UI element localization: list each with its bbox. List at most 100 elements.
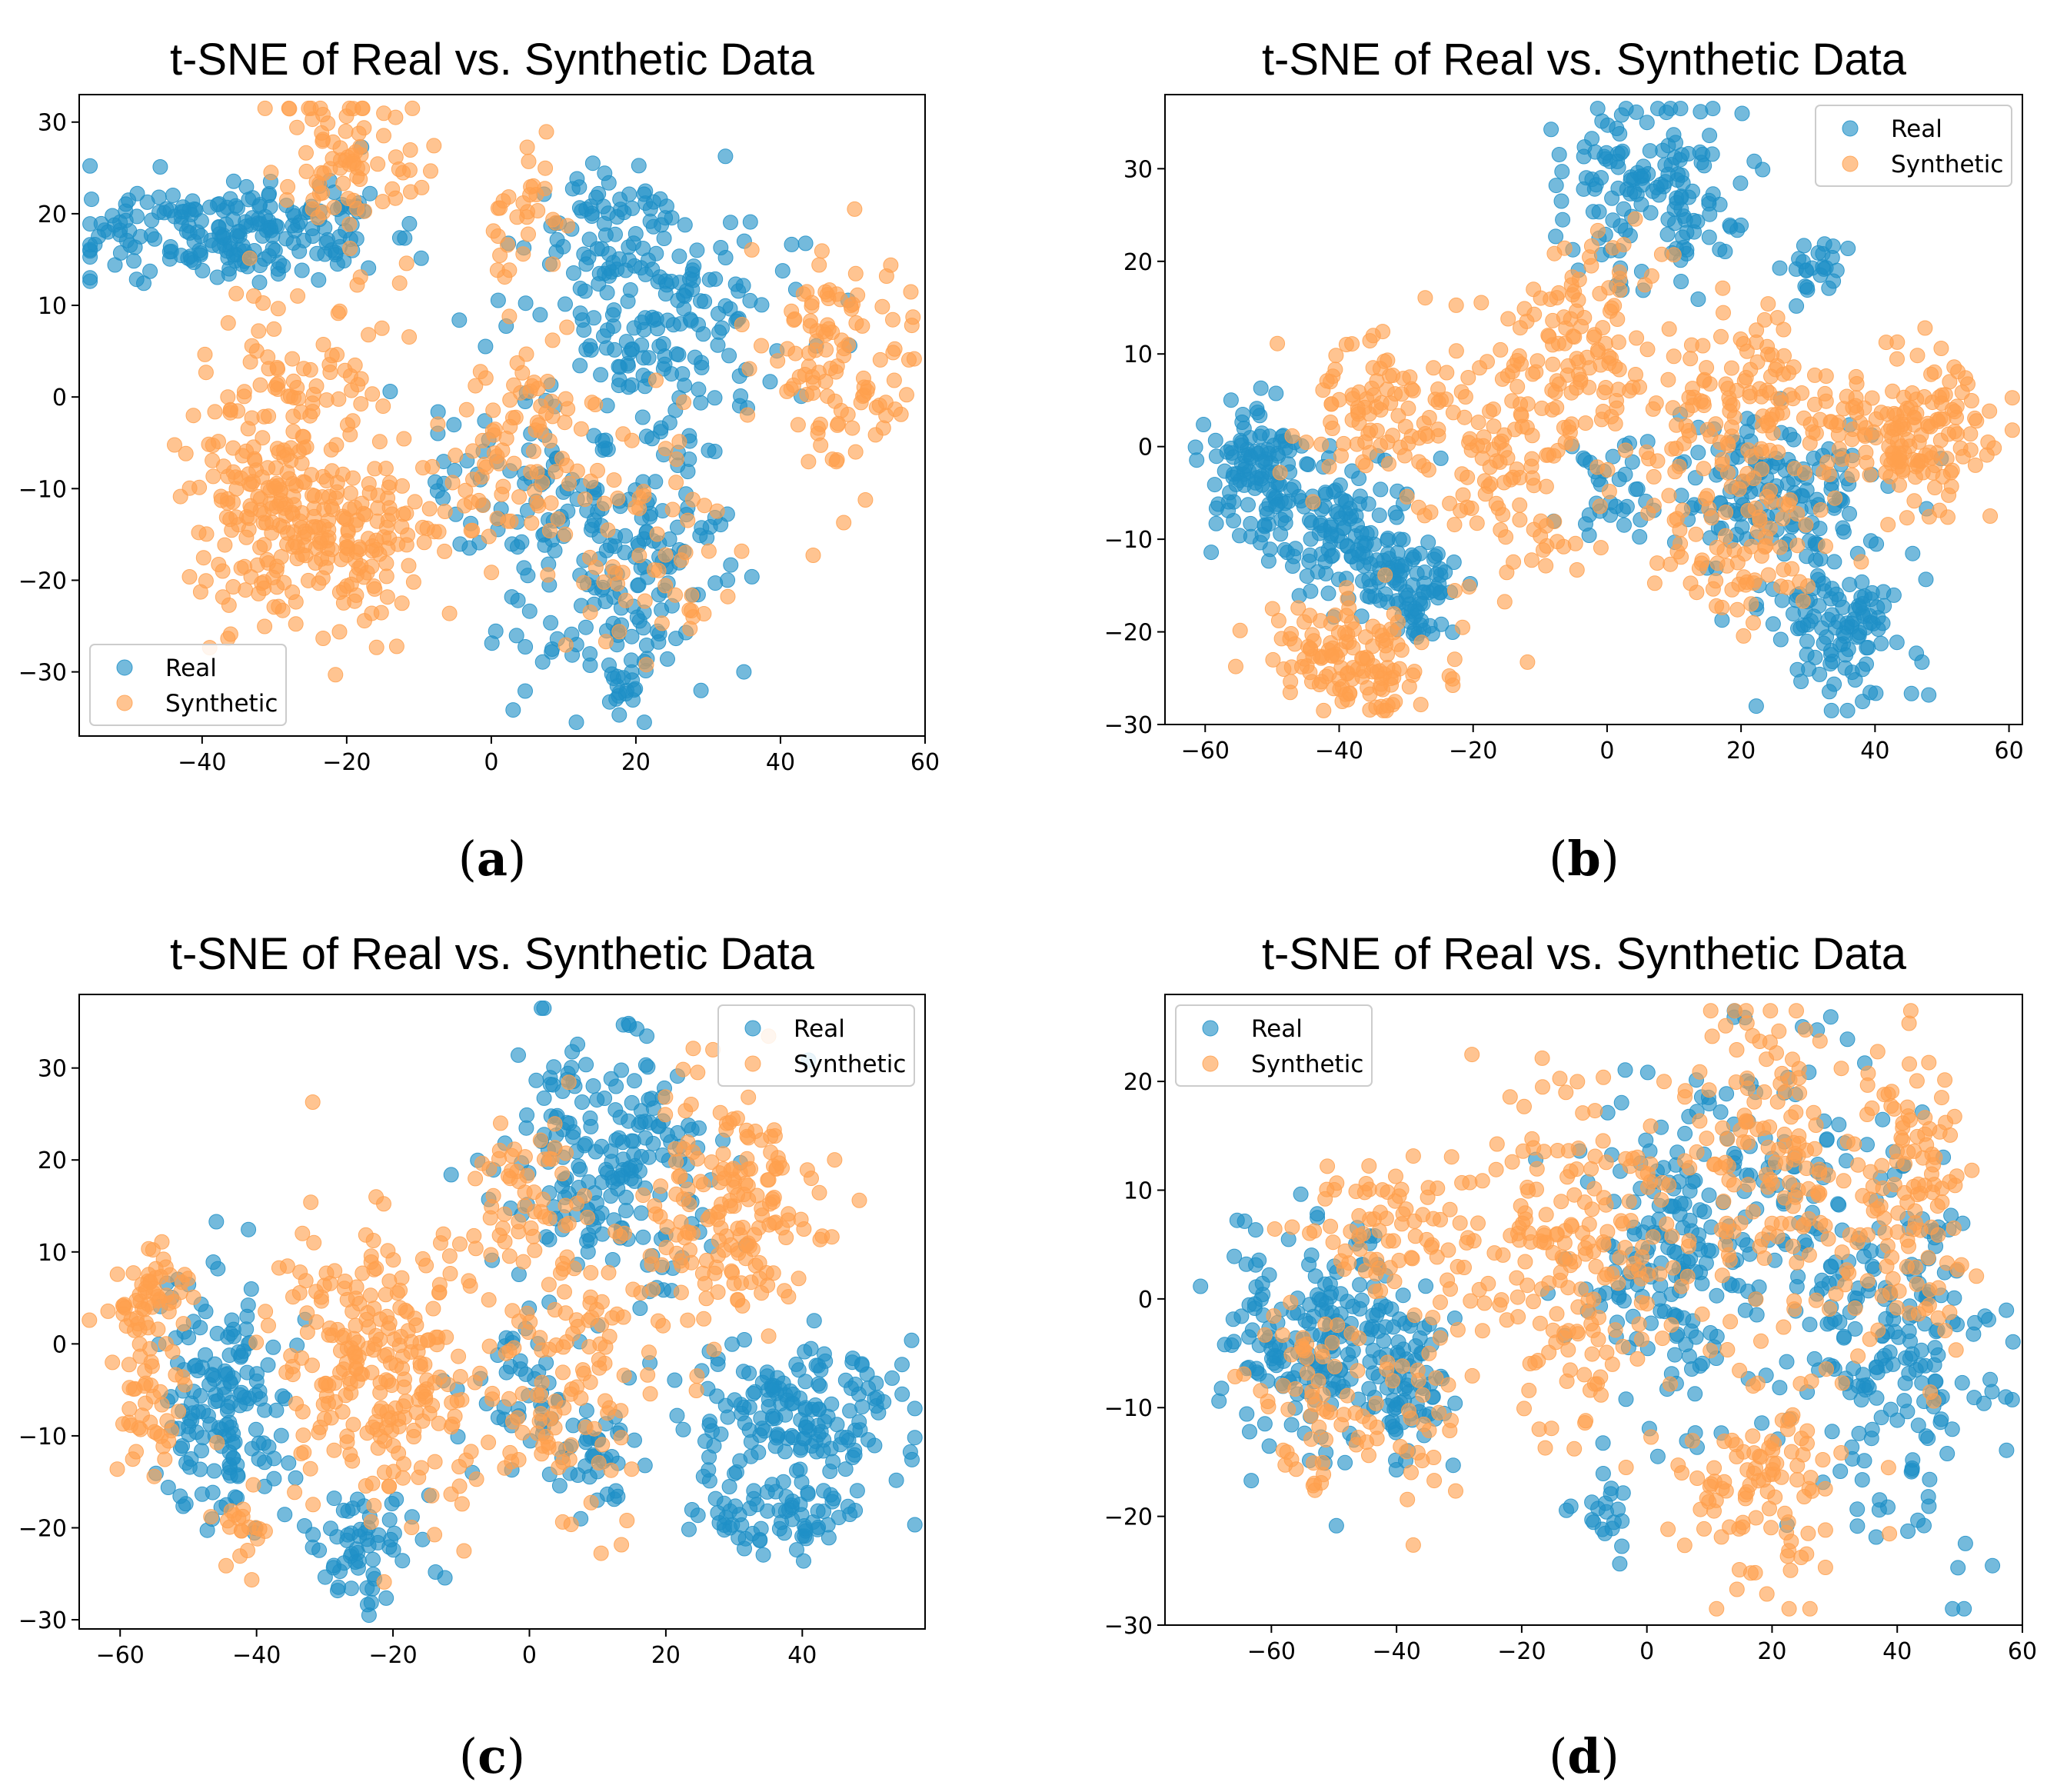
data-point-synthetic bbox=[322, 1275, 338, 1291]
data-point-synthetic bbox=[451, 1478, 468, 1494]
data-point-real bbox=[452, 536, 468, 552]
data-point-synthetic bbox=[361, 476, 377, 492]
data-point-real bbox=[701, 271, 717, 288]
data-point-real bbox=[665, 317, 681, 333]
data-point-synthetic bbox=[247, 452, 263, 468]
data-point-real bbox=[139, 194, 155, 210]
data-point-synthetic bbox=[266, 321, 282, 337]
data-point-synthetic bbox=[1525, 366, 1541, 382]
data-point-synthetic bbox=[296, 361, 311, 377]
data-point-real bbox=[907, 1430, 923, 1446]
data-point-synthetic bbox=[543, 495, 559, 511]
data-point-synthetic bbox=[534, 1374, 550, 1391]
data-point-synthetic bbox=[1762, 521, 1778, 537]
data-point-real bbox=[785, 1386, 801, 1402]
data-point-synthetic bbox=[718, 1228, 734, 1244]
data-point-synthetic bbox=[558, 1217, 574, 1234]
data-point-real bbox=[126, 253, 141, 269]
data-point-synthetic bbox=[667, 1141, 684, 1157]
data-point-synthetic bbox=[377, 1464, 392, 1481]
data-point-real bbox=[218, 1367, 234, 1383]
data-point-real bbox=[1323, 548, 1340, 565]
data-point-synthetic bbox=[720, 588, 736, 605]
data-point-real bbox=[616, 205, 632, 221]
data-point-real bbox=[601, 261, 617, 277]
data-point-real bbox=[1709, 1328, 1725, 1344]
data-point-synthetic bbox=[105, 1354, 121, 1371]
data-point-synthetic bbox=[248, 1334, 265, 1351]
data-point-synthetic bbox=[381, 1412, 397, 1427]
data-point-synthetic bbox=[1569, 351, 1585, 367]
data-point-real bbox=[693, 395, 709, 411]
data-point-synthetic bbox=[1461, 579, 1477, 595]
data-point-real bbox=[1682, 1183, 1698, 1199]
data-point-synthetic bbox=[1859, 455, 1875, 471]
data-point-real bbox=[1823, 647, 1839, 663]
data-point-synthetic bbox=[1936, 411, 1952, 427]
data-point-synthetic bbox=[401, 162, 418, 178]
data-point-synthetic bbox=[1943, 478, 1959, 495]
data-point-synthetic bbox=[217, 537, 233, 553]
data-point-real bbox=[93, 215, 109, 231]
data-point-synthetic bbox=[1949, 398, 1965, 415]
data-point-real bbox=[578, 1057, 594, 1073]
caption-close: ) bbox=[507, 1728, 525, 1784]
data-point-real bbox=[691, 381, 707, 398]
data-point-synthetic bbox=[1889, 351, 1905, 367]
data-point-synthetic bbox=[285, 1289, 301, 1305]
data-point-synthetic bbox=[288, 616, 304, 632]
data-point-synthetic bbox=[1917, 320, 1933, 336]
data-point-synthetic bbox=[279, 192, 295, 208]
data-point-synthetic bbox=[401, 329, 418, 345]
data-point-synthetic bbox=[1722, 403, 1738, 419]
data-point-synthetic bbox=[521, 153, 537, 169]
data-point-synthetic bbox=[800, 454, 817, 470]
data-point-synthetic bbox=[1844, 467, 1860, 483]
data-point-real bbox=[630, 578, 646, 594]
data-point-real bbox=[907, 1401, 923, 1417]
data-point-synthetic bbox=[1319, 373, 1335, 389]
data-point-synthetic bbox=[331, 624, 348, 640]
data-point-synthetic bbox=[275, 602, 291, 618]
data-point-synthetic bbox=[220, 389, 236, 405]
data-point-synthetic bbox=[657, 1089, 674, 1105]
data-point-real bbox=[894, 1357, 910, 1373]
data-point-real bbox=[209, 1325, 225, 1341]
data-point-real bbox=[558, 296, 573, 312]
data-point-synthetic bbox=[1299, 658, 1315, 674]
data-point-synthetic bbox=[198, 365, 214, 381]
data-point-real bbox=[1739, 424, 1755, 439]
data-point-synthetic bbox=[781, 1289, 797, 1304]
data-point-real bbox=[707, 444, 723, 459]
data-point-real bbox=[720, 1409, 736, 1425]
y-tick-label: 30 bbox=[38, 110, 67, 137]
data-point-synthetic bbox=[348, 1349, 364, 1364]
data-point-real bbox=[849, 1483, 865, 1499]
data-point-synthetic bbox=[1365, 360, 1381, 376]
data-point-synthetic bbox=[167, 437, 182, 453]
data-point-synthetic bbox=[465, 443, 481, 459]
data-point-synthetic bbox=[818, 341, 834, 358]
y-tick-label: 0 bbox=[52, 385, 67, 411]
data-point-synthetic bbox=[295, 1427, 311, 1444]
data-point-real bbox=[652, 191, 668, 207]
data-point-synthetic bbox=[521, 226, 536, 242]
data-point-real bbox=[1611, 471, 1627, 488]
data-point-synthetic bbox=[271, 495, 288, 511]
data-point-synthetic bbox=[883, 257, 899, 273]
data-point-real bbox=[378, 1590, 394, 1606]
data-point-real bbox=[633, 1205, 649, 1221]
data-point-synthetic bbox=[417, 1357, 433, 1373]
data-point-synthetic bbox=[1632, 379, 1647, 395]
data-point-real bbox=[205, 1484, 221, 1501]
data-point-synthetic bbox=[727, 1173, 743, 1189]
data-point-synthetic bbox=[1665, 400, 1681, 416]
data-point-real bbox=[1283, 1417, 1300, 1433]
data-point-real bbox=[173, 215, 189, 231]
data-point-real bbox=[82, 273, 98, 289]
data-point-synthetic bbox=[243, 476, 259, 492]
data-point-synthetic bbox=[1426, 360, 1442, 376]
data-point-real bbox=[837, 1372, 854, 1388]
data-point-synthetic bbox=[1958, 370, 1973, 386]
